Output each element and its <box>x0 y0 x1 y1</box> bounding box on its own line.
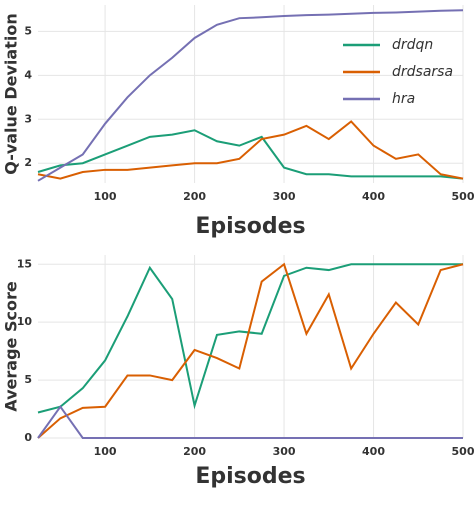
x-tick-label: 200 <box>183 190 206 203</box>
series-line <box>37 263 463 414</box>
y-tick-label: 15 <box>17 257 32 270</box>
x-axis-title: Episodes <box>195 464 305 489</box>
series-line <box>37 129 464 180</box>
y-axis-title: Average Score <box>2 281 21 412</box>
legend-label: hra <box>392 91 415 107</box>
x-axis-title: Episodes <box>195 214 305 239</box>
x-tick-label: 300 <box>273 190 296 203</box>
legend-label: drdqn <box>392 37 433 53</box>
x-tick-label: 500 <box>452 445 474 458</box>
y-tick-label: 5 <box>24 24 32 37</box>
legend-label: drdsarsa <box>392 64 453 80</box>
x-tick-label: 400 <box>362 190 385 203</box>
x-tick-label: 100 <box>94 445 117 458</box>
y-tick-label: 0 <box>24 431 32 444</box>
y-axis-title: Q-value Deviation <box>2 13 21 174</box>
y-tick-label: 5 <box>24 373 32 386</box>
series-line <box>37 262 464 439</box>
x-tick-label: 100 <box>94 190 117 203</box>
x-tick-label: 200 <box>183 445 206 458</box>
y-tick-label: 4 <box>24 68 32 81</box>
y-tick-label: 3 <box>24 112 32 125</box>
series-line <box>37 120 464 180</box>
series-line <box>37 405 463 439</box>
x-tick-label: 300 <box>273 445 296 458</box>
y-tick-label: 2 <box>24 156 32 169</box>
x-tick-label: 400 <box>362 445 385 458</box>
series-line <box>37 9 464 182</box>
x-tick-label: 500 <box>452 190 474 203</box>
y-tick-label: 10 <box>17 315 33 328</box>
